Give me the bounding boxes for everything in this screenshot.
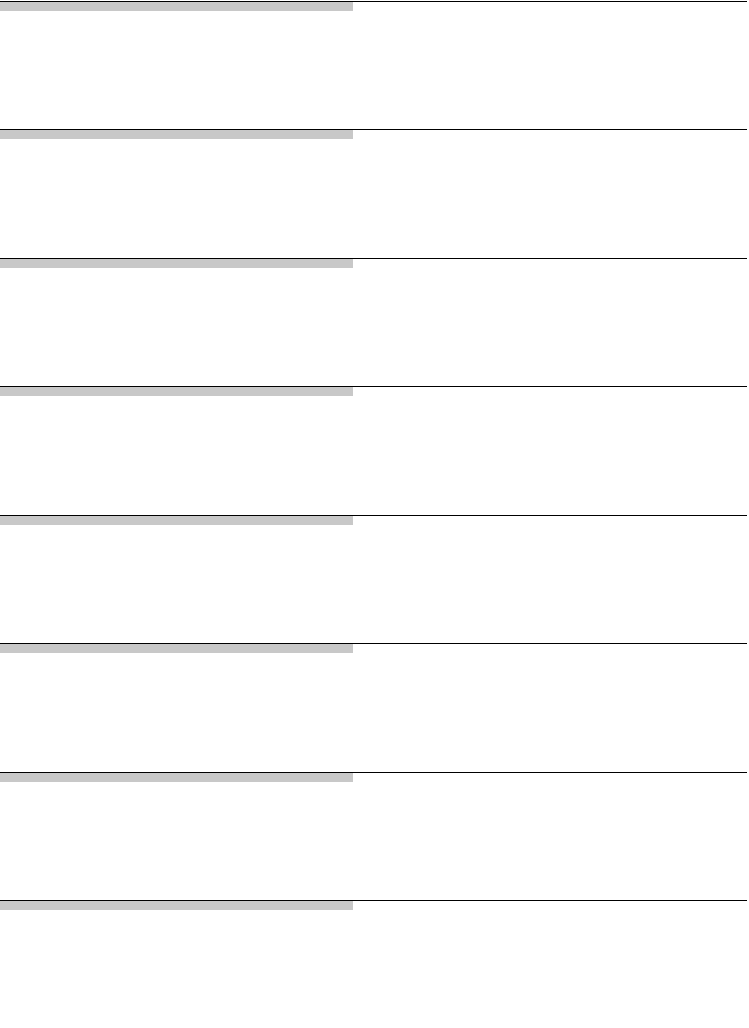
section-divider: [0, 258, 747, 259]
section-divider: [0, 386, 747, 387]
form-section: [0, 1, 747, 129]
section-header-bar: [0, 773, 353, 782]
section-header-bar: [0, 516, 353, 525]
section-divider: [0, 129, 747, 130]
section-divider: [0, 643, 747, 644]
section-header-bar: [0, 130, 353, 139]
section-header-bar: [0, 259, 353, 268]
form-section: [0, 900, 747, 1028]
form-section: [0, 258, 747, 386]
section-header-bar: [0, 387, 353, 396]
section-header-bar: [0, 2, 353, 11]
form-section: [0, 643, 747, 771]
form-section: [0, 772, 747, 900]
section-divider: [0, 900, 747, 901]
form-section: [0, 386, 747, 514]
section-divider: [0, 515, 747, 516]
section-header-bar: [0, 644, 353, 653]
section-divider: [0, 1, 747, 2]
form-section: [0, 129, 747, 257]
form-section: [0, 515, 747, 643]
section-header-bar: [0, 901, 353, 910]
section-divider: [0, 772, 747, 773]
